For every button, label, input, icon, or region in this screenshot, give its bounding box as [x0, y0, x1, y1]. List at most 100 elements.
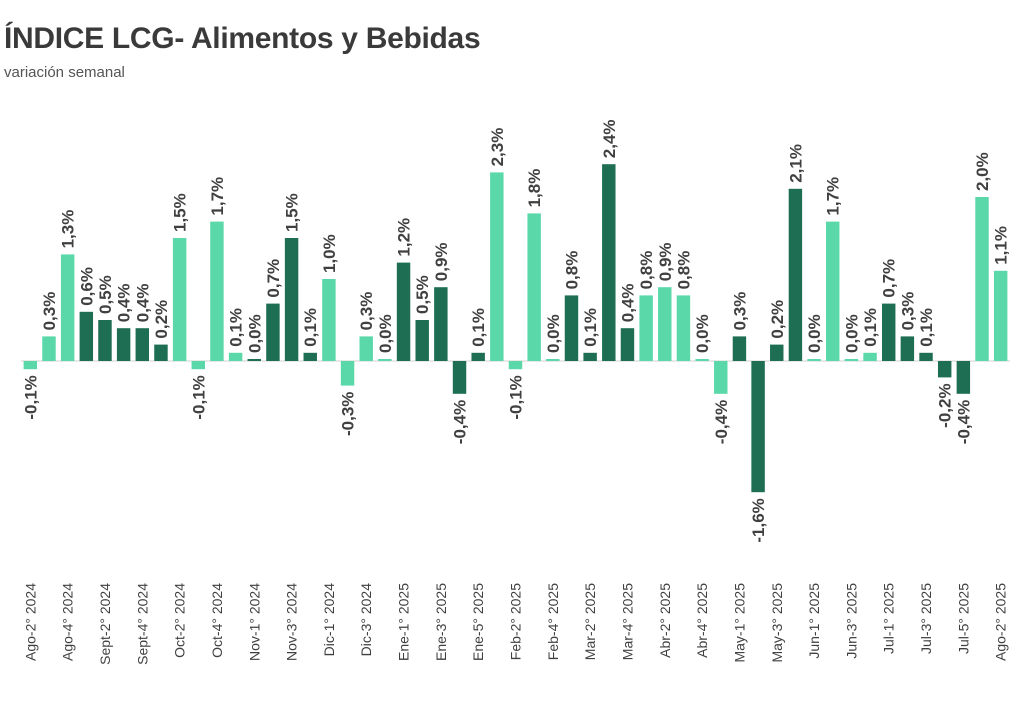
bar [359, 336, 373, 361]
x-tick-label: Oct-4° 2024 [209, 583, 225, 658]
x-tick-label: Abr-4° 2025 [694, 583, 710, 658]
data-label: -0,3% [339, 392, 358, 436]
data-label: 0,3% [357, 292, 376, 331]
data-label: 0,5% [413, 275, 432, 314]
x-tick-label: Dic-3° 2024 [358, 583, 374, 657]
data-label: 0,1% [917, 308, 936, 347]
data-label: 0,0% [544, 314, 563, 353]
data-label: 0,8% [674, 251, 693, 290]
data-label: 0,3% [898, 292, 917, 331]
data-label: 2,1% [786, 144, 805, 183]
bar [191, 361, 205, 370]
x-tick-label: Jun-1° 2025 [806, 583, 822, 659]
bar [322, 279, 336, 361]
data-label: 1,7% [824, 177, 843, 216]
data-label: 0,1% [227, 308, 246, 347]
bar [452, 361, 467, 394]
x-tick-label: Ene-3° 2025 [433, 583, 449, 661]
bar [23, 361, 38, 370]
data-label: 0,1% [301, 308, 320, 347]
x-tick-label: Nov-1° 2024 [246, 583, 262, 661]
x-tick-label: Feb-2° 2025 [508, 583, 524, 660]
data-label: 1,7% [208, 177, 227, 216]
bar [527, 213, 541, 361]
bar [826, 221, 840, 361]
data-label: 0,1% [581, 308, 600, 347]
bar [98, 320, 112, 361]
x-tick-label: Nov-3° 2024 [284, 583, 300, 661]
bar [490, 172, 504, 361]
data-label: 0,3% [730, 292, 749, 331]
data-label: -0,4% [451, 400, 470, 444]
x-tick-label: Jul-1° 2025 [881, 583, 897, 654]
data-label: 0,6% [77, 267, 96, 306]
bar [378, 359, 392, 361]
bar [714, 361, 728, 394]
data-label: 0,0% [842, 314, 861, 353]
data-label: 0,2% [768, 300, 787, 339]
bar [434, 287, 448, 361]
bar [751, 361, 765, 493]
x-tick-label: Oct-2° 2024 [172, 583, 188, 658]
x-tick-label: Ene-5° 2025 [470, 583, 486, 661]
data-label: 1,3% [59, 210, 78, 249]
bar [732, 336, 747, 361]
bar [900, 336, 915, 361]
bar [116, 328, 131, 361]
chart-subtitle: variación semanal [4, 64, 125, 81]
bar [415, 320, 429, 361]
bar [993, 270, 1008, 361]
bar [770, 344, 784, 361]
data-label: 0,9% [432, 242, 451, 281]
bar [210, 221, 224, 361]
data-label: 0,9% [656, 242, 675, 281]
bar [154, 344, 168, 361]
bar [508, 361, 523, 370]
data-label: 1,2% [395, 218, 414, 257]
bar [863, 352, 877, 361]
x-tick-label: Sept-4° 2024 [134, 583, 150, 665]
bar [471, 352, 485, 361]
data-label: -0,1% [21, 375, 40, 419]
data-label: 2,3% [488, 128, 507, 167]
x-tick-label: Sept-2° 2024 [97, 583, 113, 665]
data-label: 1,8% [525, 169, 544, 208]
bar [658, 287, 672, 361]
bar [340, 361, 355, 386]
bar [807, 359, 821, 361]
x-tick-label: Ago-4° 2024 [60, 583, 76, 661]
x-tick-label: Mar-2° 2025 [582, 583, 598, 660]
bar [60, 254, 75, 361]
x-tick-label: Ago-2° 2024 [22, 583, 38, 661]
x-tick-label: Mar-4° 2025 [619, 583, 635, 660]
data-label: -1,6% [749, 498, 768, 542]
bar [975, 197, 989, 361]
bar [881, 303, 896, 361]
bar [583, 352, 597, 361]
data-label: -0,4% [954, 400, 973, 444]
data-label: 0,4% [618, 283, 637, 322]
x-tick-label: Ene-1° 2025 [396, 583, 412, 661]
bar [303, 352, 317, 361]
bar [956, 361, 971, 394]
bar [844, 359, 859, 361]
data-label: 0,4% [133, 283, 152, 322]
bar [937, 361, 952, 378]
data-label: 0,0% [245, 314, 264, 353]
bar [676, 295, 691, 361]
bar [546, 359, 560, 361]
bar [79, 311, 94, 361]
chart-title: ÍNDICE LCG- Alimentos y Bebidas [4, 22, 481, 55]
bar [247, 359, 261, 361]
data-label: -0,1% [507, 375, 526, 419]
data-label: 0,5% [96, 275, 115, 314]
bar [42, 336, 56, 361]
bar [695, 359, 709, 361]
data-label: 1,5% [283, 193, 302, 232]
data-label: 0,0% [376, 314, 395, 353]
data-label: 2,4% [600, 119, 619, 158]
x-tick-label: Jul-3° 2025 [918, 583, 934, 654]
bar [788, 188, 803, 361]
data-label: 0,1% [469, 308, 488, 347]
